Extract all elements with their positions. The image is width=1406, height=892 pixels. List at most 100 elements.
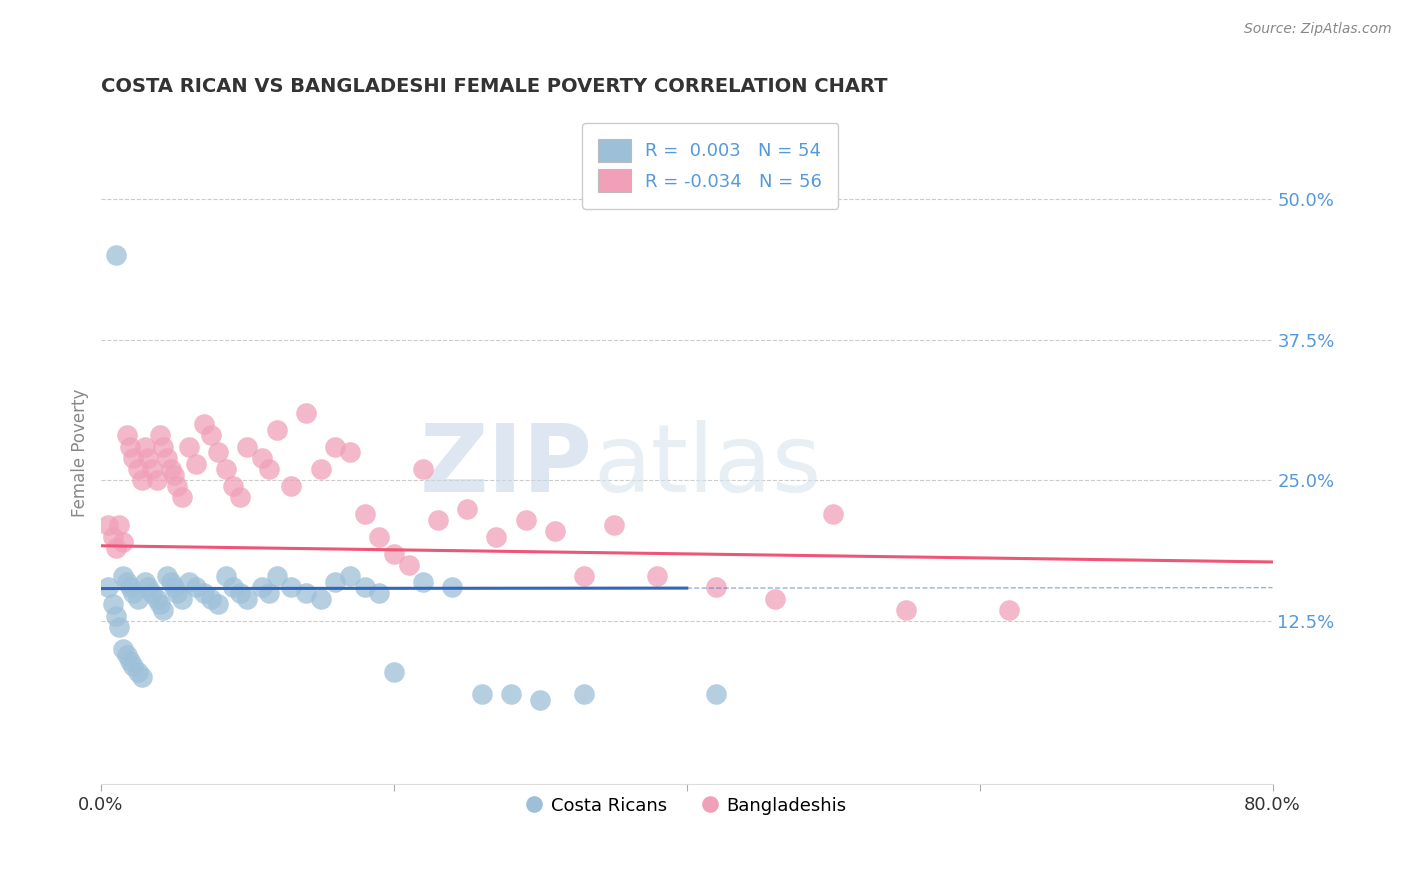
Point [122,659,145,673]
Point [120,440,142,454]
Point [200,591,222,606]
Point [186,581,208,595]
Point [193,417,215,432]
Point [166,479,188,493]
Point [122,586,145,600]
Point [222,581,245,595]
Point [207,445,229,459]
Point [412,574,434,589]
Point [166,586,188,600]
Point [104,541,127,555]
Point [145,591,167,606]
Point [117,574,139,589]
Point [111,535,134,549]
Point [104,608,127,623]
Point [499,687,522,701]
Point [117,648,139,662]
Point [309,591,332,606]
Point [149,428,172,442]
Point [122,450,145,465]
Point [339,569,361,583]
Point [134,440,156,454]
Point [280,581,302,595]
Point [214,569,236,583]
Point [104,248,127,262]
Text: Source: ZipAtlas.com: Source: ZipAtlas.com [1244,22,1392,37]
Point [127,462,149,476]
Point [97,581,120,595]
Point [574,687,596,701]
Point [236,440,259,454]
Point [97,518,120,533]
Point [120,581,142,595]
Point [170,491,193,505]
Point [368,586,391,600]
Point [127,591,149,606]
Point [101,597,124,611]
Point [382,547,405,561]
Point [186,457,208,471]
Point [131,474,153,488]
Text: atlas: atlas [593,419,821,512]
Point [998,603,1021,617]
Point [471,687,494,701]
Point [295,406,318,420]
Point [456,501,478,516]
Point [896,603,918,617]
Point [200,428,222,442]
Point [156,450,179,465]
Point [325,440,347,454]
Point [412,462,434,476]
Point [229,491,252,505]
Point [704,581,727,595]
Point [141,586,163,600]
Point [647,569,669,583]
Point [339,445,361,459]
Point [222,479,245,493]
Point [131,671,153,685]
Point [295,586,318,600]
Text: ZIP: ZIP [420,419,593,512]
Point [160,574,183,589]
Point [149,597,172,611]
Point [136,450,159,465]
Legend: Costa Ricans, Bangladeshis: Costa Ricans, Bangladeshis [520,789,853,822]
Point [325,574,347,589]
Point [160,462,183,476]
Point [101,530,124,544]
Point [426,513,449,527]
Point [280,479,302,493]
Point [266,569,288,583]
Point [145,474,167,488]
Point [107,518,129,533]
Point [177,574,200,589]
Point [266,423,288,437]
Point [485,530,508,544]
Point [823,508,845,522]
Point [353,508,375,522]
Point [236,591,259,606]
Point [763,591,786,606]
Point [259,586,281,600]
Point [163,467,186,482]
Point [309,462,332,476]
Point [250,581,273,595]
Point [156,569,179,583]
Point [111,569,134,583]
Point [163,581,186,595]
Point [141,462,163,476]
Point [229,586,252,600]
Point [193,586,215,600]
Point [704,687,727,701]
Point [134,574,156,589]
Point [602,518,624,533]
Point [117,428,139,442]
Point [207,597,229,611]
Point [259,462,281,476]
Point [120,654,142,668]
Point [574,569,596,583]
Point [544,524,567,538]
Point [127,665,149,679]
Point [136,581,159,595]
Text: COSTA RICAN VS BANGLADESHI FEMALE POVERTY CORRELATION CHART: COSTA RICAN VS BANGLADESHI FEMALE POVERT… [101,78,887,96]
